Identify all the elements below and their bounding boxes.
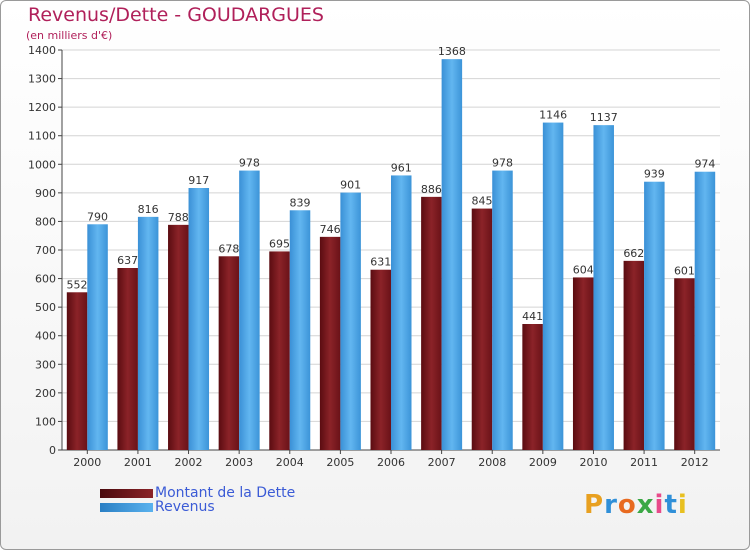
legend-item-dette: Montant de la Dette bbox=[100, 485, 296, 501]
y-tick-label: 0 bbox=[49, 444, 56, 457]
data-label-dette: 552 bbox=[67, 278, 88, 291]
data-label-revenus: 790 bbox=[87, 210, 108, 223]
bar-revenus bbox=[441, 59, 463, 451]
bar-revenus bbox=[188, 188, 210, 450]
x-tick-label: 2009 bbox=[529, 456, 557, 469]
data-label-revenus: 974 bbox=[694, 158, 715, 171]
y-tick-label: 200 bbox=[35, 387, 56, 400]
chart-subtitle: (en milliers d'€) bbox=[26, 29, 113, 42]
legend: Montant de la Dette Revenus bbox=[100, 485, 296, 515]
bar-revenus bbox=[137, 216, 159, 450]
chart-title: Revenus/Dette - GOUDARGUES bbox=[28, 4, 324, 26]
data-label-dette: 441 bbox=[522, 310, 543, 323]
y-tick-label: 1000 bbox=[28, 158, 56, 171]
y-tick-label: 100 bbox=[35, 415, 56, 428]
data-label-dette: 695 bbox=[269, 237, 290, 250]
bar-dette bbox=[218, 256, 240, 450]
logo-letter: x bbox=[636, 490, 655, 520]
logo-letter: i bbox=[677, 490, 688, 520]
data-label-dette: 631 bbox=[370, 256, 391, 269]
bar-revenus bbox=[694, 171, 716, 450]
data-label-dette: 678 bbox=[218, 242, 239, 255]
y-tick-label: 800 bbox=[35, 215, 56, 228]
data-label-dette: 788 bbox=[168, 211, 189, 224]
data-label-revenus: 1146 bbox=[539, 109, 567, 122]
data-label-revenus: 917 bbox=[188, 174, 209, 187]
data-label-revenus: 901 bbox=[340, 179, 361, 192]
data-label-revenus: 961 bbox=[391, 161, 412, 174]
bar-revenus bbox=[644, 181, 665, 450]
data-label-revenus: 939 bbox=[644, 168, 665, 181]
legend-label-dette: Montant de la Dette bbox=[155, 485, 296, 501]
x-tick-label: 2001 bbox=[124, 456, 152, 469]
legend-item-revenus: Revenus bbox=[100, 499, 295, 515]
proxiti-logo: Proxiti bbox=[584, 490, 688, 520]
bar-dette bbox=[623, 260, 645, 450]
x-tick-label: 2010 bbox=[579, 456, 607, 469]
data-label-dette: 637 bbox=[117, 254, 138, 267]
bar-revenus bbox=[289, 210, 311, 450]
bar-dette bbox=[471, 208, 493, 450]
data-label-dette: 662 bbox=[623, 247, 644, 260]
y-tick-label: 1300 bbox=[28, 73, 56, 86]
data-label-revenus: 839 bbox=[290, 196, 311, 209]
x-tick-label: 2000 bbox=[73, 456, 101, 469]
x-tick-label: 2006 bbox=[377, 456, 405, 469]
legend-swatch-revenus bbox=[100, 502, 153, 512]
x-tick-label: 2007 bbox=[428, 456, 456, 469]
bar-revenus bbox=[492, 170, 513, 451]
legend-label-revenus: Revenus bbox=[155, 499, 215, 515]
bar-revenus bbox=[87, 224, 108, 450]
bar-revenus bbox=[340, 192, 361, 451]
logo-letter: t bbox=[664, 490, 678, 520]
y-tick-label: 400 bbox=[35, 330, 56, 343]
data-label-dette: 845 bbox=[471, 195, 492, 208]
bar-dette bbox=[117, 268, 138, 450]
x-tick-label: 2004 bbox=[276, 456, 304, 469]
data-label-revenus: 1368 bbox=[438, 45, 466, 58]
bar-dette bbox=[370, 269, 391, 450]
logo-letter: r bbox=[604, 490, 618, 520]
y-tick-label: 1200 bbox=[28, 101, 56, 114]
x-tick-label: 2008 bbox=[478, 456, 506, 469]
y-tick-label: 900 bbox=[35, 187, 56, 200]
bar-dette bbox=[319, 236, 341, 450]
bar-dette bbox=[269, 251, 290, 450]
y-tick-label: 700 bbox=[35, 244, 56, 257]
bar-dette bbox=[66, 292, 88, 450]
legend-swatch-dette bbox=[100, 488, 153, 498]
y-tick-label: 500 bbox=[35, 301, 56, 314]
x-tick-label: 2002 bbox=[175, 456, 203, 469]
bar-revenus bbox=[391, 175, 412, 450]
bar-revenus bbox=[239, 170, 260, 451]
data-label-dette: 604 bbox=[573, 263, 594, 276]
data-label-revenus: 978 bbox=[492, 157, 513, 170]
data-label-dette: 886 bbox=[421, 183, 442, 196]
data-label-dette: 601 bbox=[674, 264, 695, 277]
bar-revenus bbox=[542, 122, 564, 451]
x-tick-label: 2003 bbox=[225, 456, 253, 469]
data-label-revenus: 816 bbox=[138, 203, 159, 216]
y-tick-label: 600 bbox=[35, 273, 56, 286]
bar-revenus bbox=[593, 125, 614, 451]
bar-dette bbox=[168, 224, 189, 450]
x-tick-label: 2011 bbox=[630, 456, 658, 469]
bar-dette bbox=[674, 278, 695, 450]
y-tick-label: 300 bbox=[35, 358, 56, 371]
bar-dette bbox=[421, 196, 442, 450]
logo-letter: o bbox=[617, 490, 637, 520]
logo-letter: i bbox=[654, 490, 665, 520]
y-tick-label: 1100 bbox=[28, 130, 56, 143]
data-label-revenus: 978 bbox=[239, 157, 260, 170]
data-label-dette: 746 bbox=[320, 223, 341, 236]
x-tick-label: 2012 bbox=[681, 456, 709, 469]
logo-letter: P bbox=[584, 490, 605, 520]
data-label-revenus: 1137 bbox=[590, 111, 618, 124]
y-tick-label: 1400 bbox=[28, 44, 56, 57]
bar-dette bbox=[522, 324, 543, 450]
bar-dette bbox=[572, 277, 594, 450]
x-tick-label: 2005 bbox=[326, 456, 354, 469]
